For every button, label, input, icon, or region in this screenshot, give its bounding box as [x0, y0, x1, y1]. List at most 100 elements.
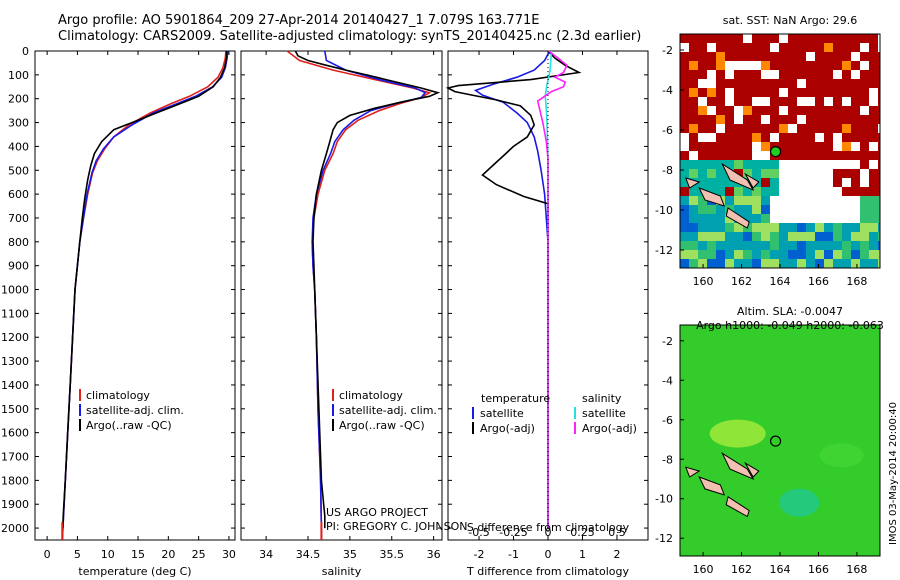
- sst-cell: [680, 106, 689, 115]
- sst-cell: [743, 232, 752, 241]
- y-tick-label: 700: [8, 212, 29, 225]
- sst-cell: [824, 43, 833, 52]
- sst-cell: [698, 61, 707, 70]
- sst-cell: [833, 52, 842, 61]
- sst-cell: [869, 259, 878, 268]
- sst-cell: [716, 70, 725, 79]
- sst-cell: [842, 52, 851, 61]
- sst-cell: [716, 214, 725, 223]
- y-tick-label: 1100: [1, 307, 29, 320]
- y-tick-label: -12: [655, 244, 673, 257]
- sst-cell: [689, 160, 698, 169]
- sst-cell: [698, 43, 707, 52]
- sla-high-blob: [709, 419, 766, 448]
- sst-cell: [860, 214, 869, 223]
- sst-cell: [878, 187, 880, 196]
- sst-cell: [725, 43, 734, 52]
- legend-label: climatology: [86, 389, 150, 402]
- x-tick-label: 162: [731, 563, 752, 576]
- x-tick-label: 5: [74, 548, 81, 561]
- sst-cell: [770, 79, 779, 88]
- sst-cell: [752, 43, 761, 52]
- sst-cell: [833, 61, 842, 70]
- sst-cell: [815, 223, 824, 232]
- sst-cell: [824, 106, 833, 115]
- sst-cell: [707, 61, 716, 70]
- y-tick-label: 800: [8, 236, 29, 249]
- sst-cell: [869, 79, 878, 88]
- island-shape: [721, 162, 755, 192]
- sst-cell: [752, 70, 761, 79]
- sst-cell: [770, 115, 779, 124]
- sst-cell: [842, 232, 851, 241]
- sst-cell: [824, 241, 833, 250]
- sst-cell: [743, 115, 752, 124]
- sst-cell: [680, 187, 689, 196]
- axes-frame: [240, 50, 443, 541]
- sst-cell: [824, 52, 833, 61]
- sst-cell: [869, 34, 878, 43]
- sst-cell: [851, 106, 860, 115]
- sst-cell: [770, 52, 779, 61]
- y-tick-label: -4: [662, 84, 673, 97]
- sst-cell: [680, 169, 689, 178]
- sst-cell: [797, 106, 806, 115]
- sst-cell: [716, 43, 725, 52]
- sst-cell: [779, 115, 788, 124]
- sst-cell: [770, 160, 779, 169]
- sst-cell: [716, 79, 725, 88]
- sst-cell: [797, 142, 806, 151]
- sst-cell: [851, 43, 860, 52]
- map-subtitle: Argo h1000: -0.049 h2000: -0.063: [696, 319, 884, 332]
- sst-cell: [851, 61, 860, 70]
- y-tick-label: -2: [662, 44, 673, 57]
- sst-cell: [833, 250, 842, 259]
- island-shape: [725, 207, 750, 229]
- sst-cell: [815, 124, 824, 133]
- sst-cell: [734, 250, 743, 259]
- sst-cell: [734, 169, 743, 178]
- sst-cell: [743, 160, 752, 169]
- x-axis-label: temperature (deg C): [78, 565, 191, 578]
- x-tick-label: 20: [161, 548, 175, 561]
- sst-cell: [806, 43, 815, 52]
- sst-cell: [716, 160, 725, 169]
- sst-cell: [878, 241, 880, 250]
- sst-cell: [752, 259, 761, 268]
- y-tick-label: 1700: [1, 451, 29, 464]
- x-axis-label: T difference from climatology: [466, 565, 629, 578]
- argo-position-marker: [769, 146, 782, 158]
- sst-cell: [707, 232, 716, 241]
- sst-cell: [743, 70, 752, 79]
- sst-cell: [770, 178, 779, 187]
- sla-map-panel: 160 162 164 166 168 -2 -4 -6 -8 -10 -12 Altim. SLA:…: [655, 305, 884, 576]
- legend-header-salinity: salinity: [582, 392, 622, 405]
- sst-cell: [788, 106, 797, 115]
- sst-cell: [698, 34, 707, 43]
- sst-cell: [815, 97, 824, 106]
- sst-cell: [842, 34, 851, 43]
- sst-cell: [689, 142, 698, 151]
- sst-cell: [860, 259, 869, 268]
- x-tick-label: 36: [427, 548, 441, 561]
- sst-cell: [797, 259, 806, 268]
- figure-title-line-2: Climatology: CARS2009. Satellite-adjuste…: [58, 29, 642, 44]
- x-tick-label: 164: [770, 275, 791, 288]
- sst-cell: [689, 205, 698, 214]
- sst-cell: [833, 151, 842, 160]
- sst-cell: [707, 205, 716, 214]
- sst-cell: [788, 232, 797, 241]
- sst-cell: [698, 241, 707, 250]
- y-tick-label: -10: [655, 204, 673, 217]
- sst-cell: [797, 124, 806, 133]
- sst-cell: [788, 88, 797, 97]
- sst-cell: [869, 115, 878, 124]
- sst-cell: [869, 52, 878, 61]
- sst-cell: [716, 223, 725, 232]
- y-tick-label: -10: [655, 493, 673, 506]
- sst-cell: [707, 178, 716, 187]
- sst-cell: [788, 79, 797, 88]
- sst-cell: [761, 196, 770, 205]
- sst-cell: [698, 160, 707, 169]
- sst-cell: [698, 115, 707, 124]
